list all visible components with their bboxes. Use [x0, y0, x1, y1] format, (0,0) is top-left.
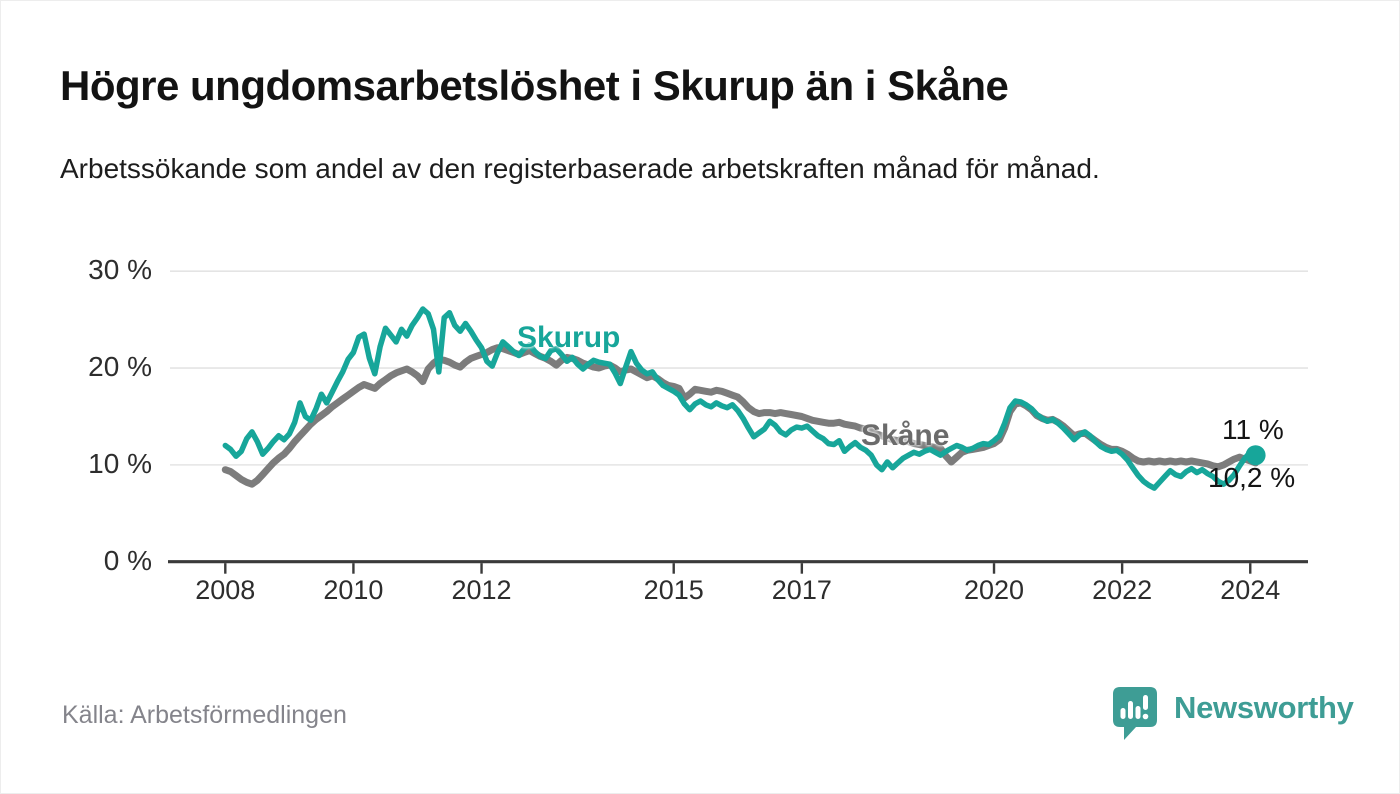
- x-axis-label: 2012: [451, 575, 512, 605]
- page-title: Högre ungdomsarbetslöshet i Skurup än i …: [60, 62, 1009, 109]
- x-axis-label: 2020: [963, 575, 1025, 605]
- series-label-skane: Skåne: [861, 419, 950, 452]
- end-value-skurup: 11 %: [1222, 414, 1284, 445]
- brand-logo: Newsworthy: [1110, 684, 1354, 744]
- y-axis-label: 20 %: [88, 351, 152, 383]
- x-axis-label: 2008: [195, 575, 256, 605]
- x-axis-label: 2024: [1220, 575, 1281, 605]
- y-axis-label: 10 %: [88, 447, 152, 479]
- series-line-skurup: [222, 306, 1259, 491]
- series-label-skurup: Skurup: [517, 321, 621, 354]
- page-subtitle: Arbetssökande som andel av den registerb…: [60, 153, 1100, 184]
- x-axis-label: 2010: [323, 575, 384, 605]
- source-text: Källa: Arbetsförmedlingen: [62, 701, 347, 729]
- x-axis-label: 2015: [643, 575, 704, 605]
- y-axis-label: 30 %: [88, 254, 152, 286]
- newsworthy-logo-icon: [1113, 687, 1157, 740]
- x-axis-label: 2017: [771, 575, 832, 605]
- end-value-skane: 10,2 %: [1208, 462, 1296, 493]
- y-axis-label: 0 %: [103, 544, 152, 576]
- brand-name: Newsworthy: [1174, 690, 1354, 725]
- x-axis-label: 2022: [1092, 575, 1153, 605]
- series-line-skane: [221, 344, 1260, 488]
